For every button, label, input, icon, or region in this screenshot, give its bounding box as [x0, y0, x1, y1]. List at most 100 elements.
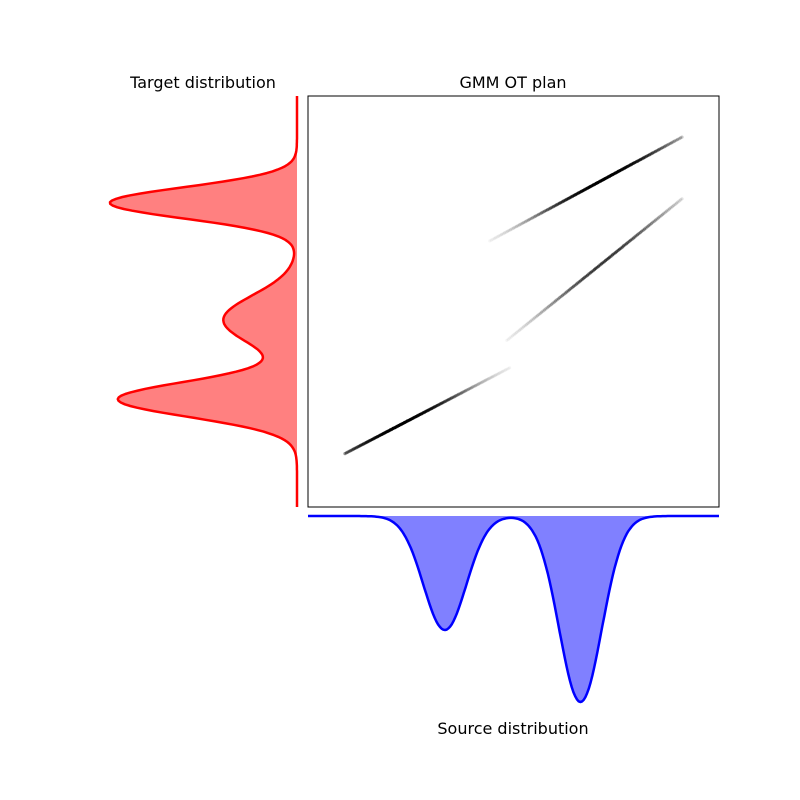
plan-point-0-105	[492, 374, 496, 378]
plan-point-2-23	[508, 228, 513, 232]
plan-point-1-61	[572, 284, 576, 288]
plan-point-0-77	[452, 395, 456, 399]
plan-point-1-105	[633, 235, 637, 239]
plan-point-1-107	[635, 233, 640, 237]
ot-plan-cloud	[343, 135, 684, 456]
plan-point-1-57	[566, 289, 570, 293]
plan-point-1-15	[508, 336, 512, 340]
plan-point-2-19	[503, 231, 507, 235]
plan-point-2-126	[661, 145, 665, 150]
target-density-line	[108, 96, 299, 507]
plan-point-0-107	[495, 372, 499, 377]
plan-point-2-26	[513, 225, 517, 229]
plan-point-1-30	[528, 319, 533, 323]
plan-point-0-116	[508, 366, 512, 370]
plan-point-1-133	[672, 203, 676, 208]
plan-point-1-104	[631, 236, 636, 240]
plan-point-2-128	[664, 144, 668, 148]
plan-point-2-22	[507, 228, 511, 233]
plan-point-0-75	[449, 396, 453, 400]
plan-point-2-35	[526, 218, 530, 222]
plan-point-2-32	[522, 220, 526, 225]
plan-point-1-124	[659, 214, 663, 218]
plan-point-1-136	[676, 200, 680, 204]
plan-point-0-82	[459, 391, 463, 395]
plan-point-2-134	[673, 139, 677, 143]
plan-point-0-83	[461, 390, 465, 394]
plan-point-1-127	[663, 210, 667, 214]
plan-point-1-117	[649, 221, 654, 226]
plan-point-0-109	[498, 371, 502, 375]
plan-point-2-15	[497, 234, 501, 238]
plan-point-0-91	[472, 384, 476, 388]
plan-point-0-115	[506, 367, 510, 371]
plan-point-2-28	[516, 224, 520, 228]
plan-point-1-18	[512, 333, 516, 337]
plan-point-1-125	[661, 212, 665, 217]
plan-point-1-111	[641, 228, 645, 232]
plan-point-1-46	[551, 301, 555, 305]
plan-point-0-90	[471, 385, 475, 389]
plan-point-1-39	[541, 309, 545, 313]
plan-point-2-42	[537, 212, 541, 217]
plan-point-1-113	[644, 226, 648, 230]
plan-point-0-100	[485, 378, 489, 382]
plan-point-1-40	[542, 308, 547, 312]
plan-point-1-29	[527, 320, 531, 324]
plan-point-2-40	[534, 214, 538, 218]
plan-point-2-130	[667, 142, 671, 146]
plan-point-1-132	[670, 205, 674, 209]
plan-point-1-106	[634, 234, 638, 238]
plan-point-2-129	[665, 143, 669, 147]
plan-point-1-23	[519, 327, 523, 331]
plan-point-0-87	[466, 387, 471, 391]
plan-point-0-85	[464, 389, 468, 393]
plan-point-2-30	[519, 222, 523, 226]
plan-point-0-104	[491, 375, 495, 379]
plan-point-1-131	[669, 206, 673, 210]
plan-point-1-14	[506, 337, 510, 341]
source-distribution-plot	[308, 514, 719, 704]
plan-point-1-48	[553, 299, 558, 303]
plan-point-2-24	[510, 227, 514, 231]
plan-point-1-126	[662, 211, 666, 215]
plan-point-1-28	[526, 321, 530, 326]
plan-point-2-132	[670, 141, 674, 145]
plan-point-0-96	[479, 381, 483, 385]
plan-point-1-101	[627, 239, 631, 243]
plan-point-2-131	[668, 141, 672, 146]
plan-point-1-26	[523, 324, 527, 328]
plan-point-1-33	[533, 316, 537, 320]
plan-point-1-112	[642, 227, 647, 231]
plan-point-2-127	[662, 145, 666, 149]
plan-point-1-116	[648, 223, 652, 227]
plan-point-0-86	[465, 388, 469, 392]
plan-point-2-135	[674, 138, 678, 142]
plan-point-1-55	[563, 291, 567, 295]
plan-point-1-32	[531, 317, 535, 321]
plan-point-2-16	[498, 233, 502, 237]
plan-point-1-45	[549, 302, 554, 306]
plan-point-2-123	[656, 148, 661, 152]
plan-point-2-12	[492, 236, 496, 241]
plan-point-1-41	[544, 307, 548, 311]
plan-point-0-94	[476, 382, 480, 386]
plan-point-2-138	[678, 136, 683, 140]
plan-point-1-59	[569, 287, 573, 291]
plan-point-0-74	[448, 397, 452, 401]
plan-point-1-123	[658, 215, 662, 219]
plan-point-2-13	[494, 236, 498, 240]
plan-point-1-139	[680, 197, 684, 201]
plan-point-1-56	[565, 290, 569, 294]
plan-point-0-97	[481, 380, 485, 384]
plan-point-1-51	[558, 296, 562, 300]
plan-point-2-36	[528, 217, 532, 221]
plan-point-2-133	[671, 140, 675, 144]
plan-point-2-33	[523, 220, 527, 224]
plan-point-0-89	[469, 386, 473, 390]
plan-point-1-135	[674, 201, 679, 205]
plan-point-1-17	[510, 334, 515, 338]
plan-point-1-58	[567, 288, 572, 292]
plan-point-2-47	[544, 208, 548, 213]
plan-point-1-103	[630, 237, 634, 241]
